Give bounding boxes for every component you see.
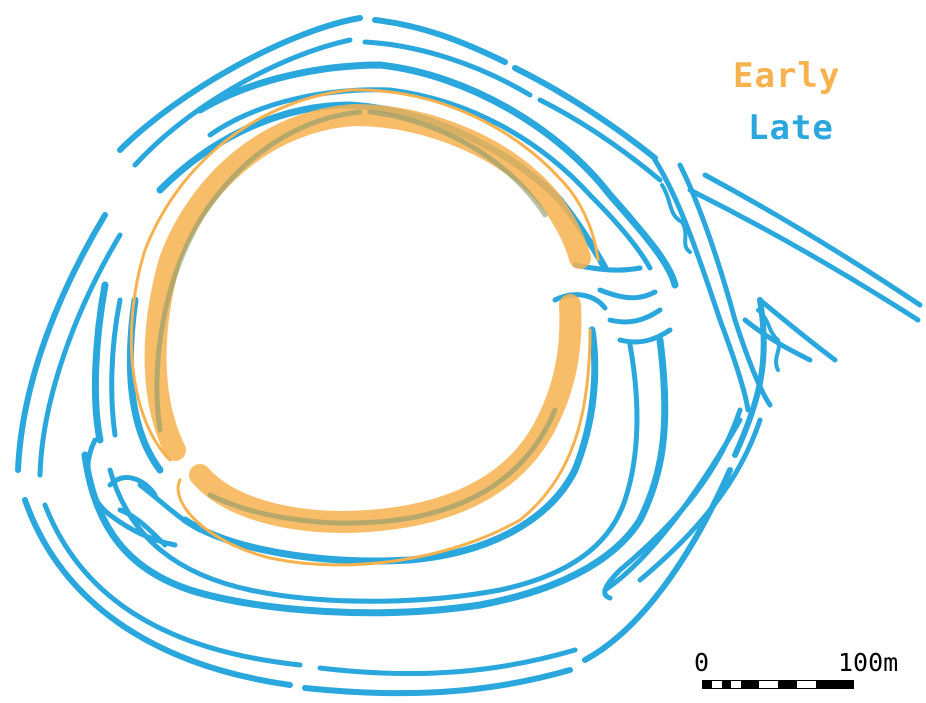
scale-bar-segment [721, 681, 732, 688]
late-middle-rampart-a [81, 61, 679, 617]
scale-start-label: 0 [694, 648, 710, 677]
legend-early-label: Early [733, 56, 841, 96]
early-ramparts [129, 88, 600, 567]
scale-bar-segment [778, 681, 788, 688]
scale-bar-segment [749, 681, 760, 688]
late-road [652, 157, 923, 413]
scale-bar-segment [731, 681, 741, 688]
scale-bar-segment [703, 681, 713, 688]
early-dark-band [154, 109, 558, 526]
late-outer-rampart-a [15, 15, 767, 697]
late-southwest-annex [85, 437, 203, 548]
early-outline [129, 88, 600, 567]
scale-bar-segment [712, 681, 722, 688]
scale-bar-segment [740, 681, 750, 688]
late-ramparts [15, 15, 923, 697]
scale-end-label: 100m [838, 648, 899, 677]
scale-bar-segment [759, 681, 769, 688]
scale-bar-segment [796, 681, 807, 688]
legend-late-label: Late [748, 108, 834, 148]
scale-bar-segment [787, 681, 797, 688]
scale-bar-segment [768, 681, 778, 688]
scale-bar-segment [806, 681, 816, 688]
scale-bar-segment [834, 681, 844, 688]
scale-bar-segment [843, 681, 853, 688]
scale-bar-segment [824, 681, 835, 688]
late-south-road [602, 407, 763, 601]
scale-bar-segment [815, 681, 825, 688]
late-entrance-hooks [552, 262, 673, 345]
early-south-bank [189, 294, 582, 533]
scale-bar [702, 680, 854, 689]
late-outer-rampart-b [37, 37, 743, 677]
late-road-squiggles [660, 183, 781, 372]
late-middle-rampart-b [107, 87, 653, 604]
early-main-bank [144, 104, 591, 461]
